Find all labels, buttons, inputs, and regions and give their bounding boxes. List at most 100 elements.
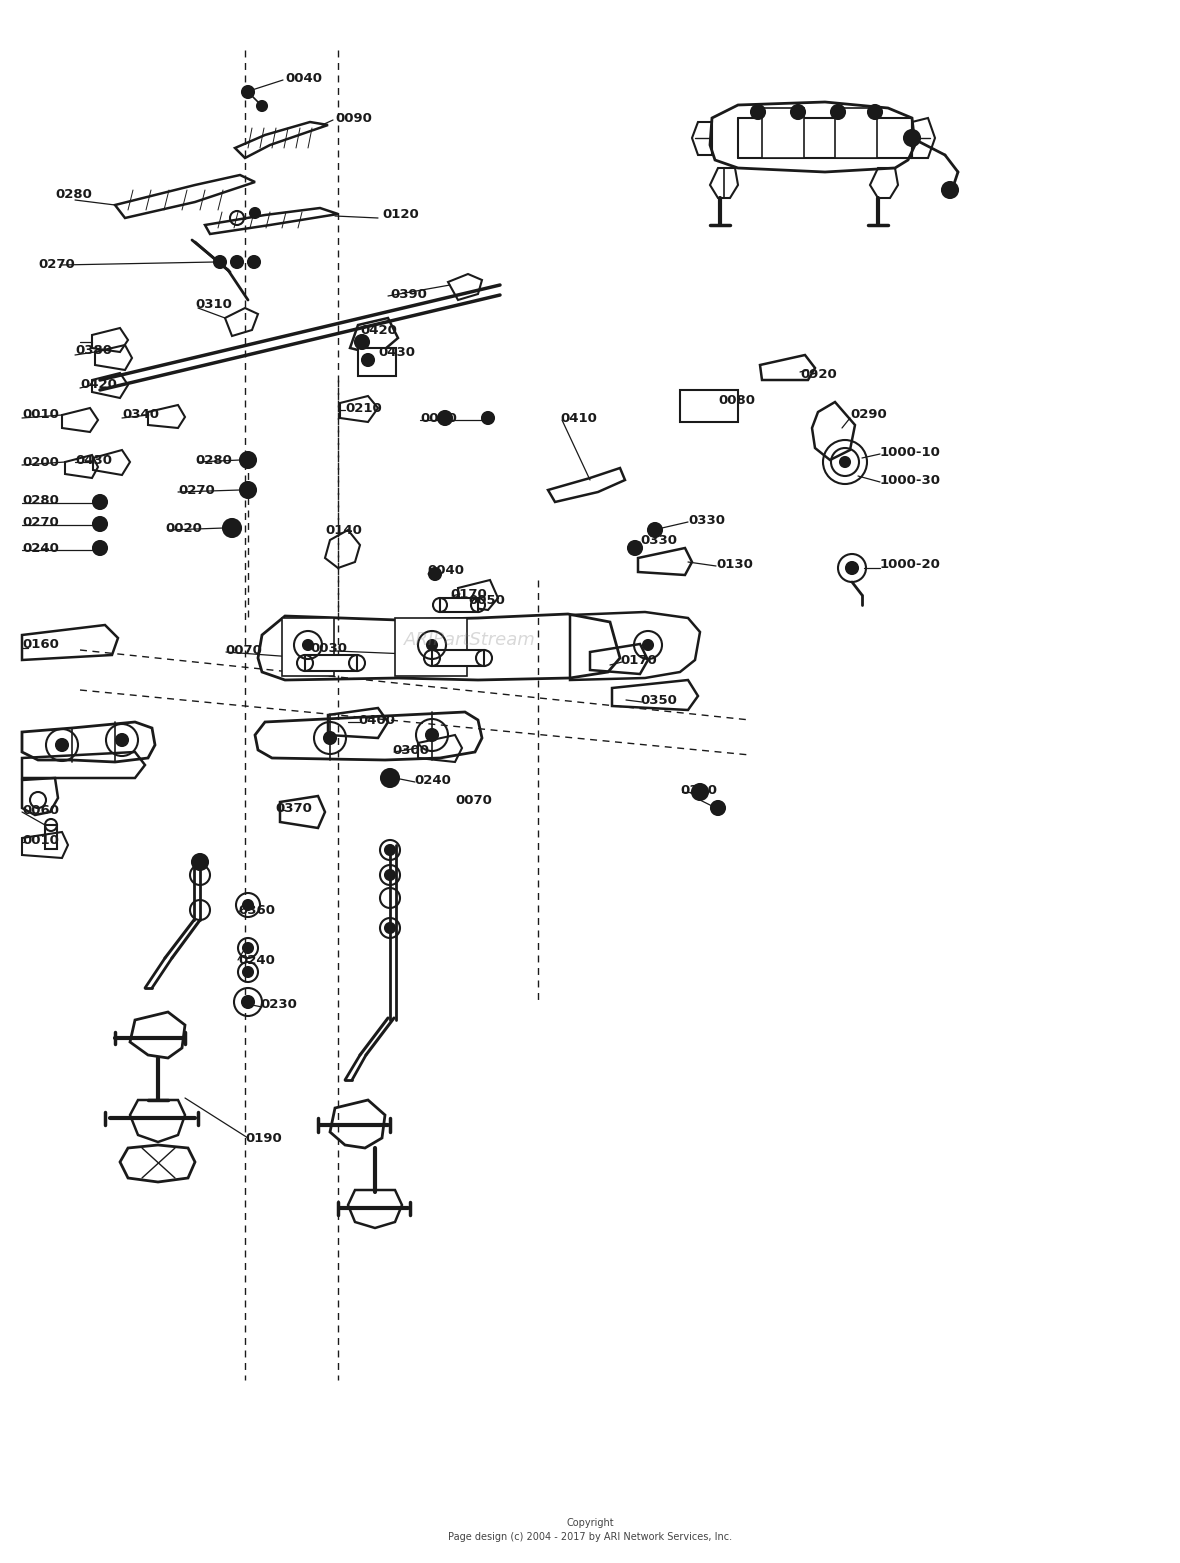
Circle shape (242, 86, 254, 98)
Text: 0300: 0300 (680, 783, 717, 797)
Text: 0400: 0400 (358, 713, 395, 727)
Circle shape (426, 728, 438, 741)
Text: 0050: 0050 (468, 594, 505, 606)
Text: 0310: 0310 (195, 299, 232, 311)
Text: 0190: 0190 (245, 1132, 282, 1144)
Bar (282, 617, 334, 677)
Circle shape (243, 900, 253, 910)
Text: 0390: 0390 (391, 289, 427, 302)
Text: 0270: 0270 (22, 516, 59, 528)
Text: 0270: 0270 (178, 483, 215, 497)
Circle shape (438, 411, 452, 425)
Text: 0010: 0010 (22, 408, 59, 422)
Text: 1000-20: 1000-20 (880, 558, 940, 572)
Text: 0040: 0040 (286, 72, 322, 84)
Circle shape (648, 524, 662, 538)
Text: 0290: 0290 (850, 408, 886, 422)
Text: 0280: 0280 (22, 494, 59, 506)
Circle shape (242, 996, 254, 1008)
Text: ARIPartStream: ARIPartStream (404, 631, 536, 649)
Circle shape (904, 130, 920, 145)
Text: 0010: 0010 (22, 833, 59, 847)
Circle shape (250, 208, 260, 217)
Circle shape (214, 256, 227, 267)
Bar (680, 391, 738, 422)
Text: 0120: 0120 (382, 208, 419, 222)
Circle shape (116, 735, 127, 746)
Text: 0300: 0300 (392, 744, 430, 756)
Text: 0070: 0070 (455, 794, 492, 807)
Circle shape (355, 334, 369, 349)
Text: 0420: 0420 (360, 324, 396, 336)
Circle shape (385, 846, 395, 855)
Circle shape (691, 785, 708, 800)
Circle shape (791, 105, 805, 119)
Circle shape (243, 942, 253, 953)
Text: 0020: 0020 (165, 522, 202, 535)
Circle shape (93, 517, 107, 531)
Circle shape (831, 105, 845, 119)
Circle shape (750, 105, 765, 119)
Text: 0420: 0420 (80, 378, 117, 391)
Bar (835, 108, 877, 158)
Text: 0410: 0410 (560, 411, 597, 425)
Text: 0280: 0280 (55, 189, 92, 202)
Text: 0060: 0060 (22, 803, 59, 816)
Text: 0130: 0130 (716, 558, 753, 570)
Text: 0230: 0230 (260, 999, 297, 1011)
Circle shape (231, 256, 243, 267)
Text: 0210: 0210 (345, 402, 382, 414)
Text: 1000-30: 1000-30 (880, 474, 940, 486)
Text: 0240: 0240 (22, 541, 59, 555)
Bar (432, 650, 484, 666)
Text: 0430: 0430 (378, 345, 415, 358)
Circle shape (55, 739, 68, 750)
Circle shape (427, 639, 437, 650)
Circle shape (868, 105, 881, 119)
Circle shape (257, 102, 267, 111)
Text: 0270: 0270 (38, 258, 74, 272)
Circle shape (240, 481, 256, 499)
Text: 0330: 0330 (688, 514, 725, 527)
Text: 0240: 0240 (414, 774, 451, 786)
Text: 0030: 0030 (310, 641, 347, 655)
Bar (45, 825, 57, 849)
Bar (762, 108, 804, 158)
Text: 0280: 0280 (195, 453, 232, 466)
Circle shape (643, 639, 653, 650)
Text: 0170: 0170 (450, 588, 486, 600)
Text: 0140: 0140 (324, 524, 362, 536)
Text: 0170: 0170 (620, 653, 657, 666)
Text: 0340: 0340 (122, 408, 159, 422)
Text: 0360: 0360 (238, 903, 275, 916)
Circle shape (303, 639, 313, 650)
Text: 0090: 0090 (335, 111, 372, 125)
Circle shape (362, 353, 374, 366)
Circle shape (324, 731, 336, 744)
Circle shape (712, 800, 725, 814)
Circle shape (942, 181, 958, 199)
Text: 0330: 0330 (640, 533, 677, 547)
Text: Copyright
Page design (c) 2004 - 2017 by ARI Network Services, Inc.: Copyright Page design (c) 2004 - 2017 by… (448, 1518, 732, 1543)
Bar (395, 617, 467, 677)
Text: 0080: 0080 (717, 394, 755, 406)
Circle shape (430, 567, 441, 580)
Text: 0920: 0920 (800, 369, 837, 381)
Circle shape (385, 924, 395, 933)
Text: 0010: 0010 (420, 411, 457, 425)
Text: 0040: 0040 (427, 564, 464, 577)
Circle shape (240, 452, 256, 467)
Text: 0240: 0240 (238, 953, 275, 966)
Bar (440, 599, 478, 613)
Text: 0380: 0380 (76, 344, 112, 356)
Circle shape (481, 413, 494, 424)
Text: 0350: 0350 (640, 694, 677, 706)
Text: 0200: 0200 (22, 455, 59, 469)
Circle shape (381, 769, 399, 788)
Text: 0160: 0160 (22, 639, 59, 652)
Circle shape (385, 871, 395, 880)
Text: 0370: 0370 (275, 802, 312, 814)
Bar (304, 655, 358, 671)
Text: 1000-10: 1000-10 (880, 445, 940, 458)
Circle shape (93, 495, 107, 510)
